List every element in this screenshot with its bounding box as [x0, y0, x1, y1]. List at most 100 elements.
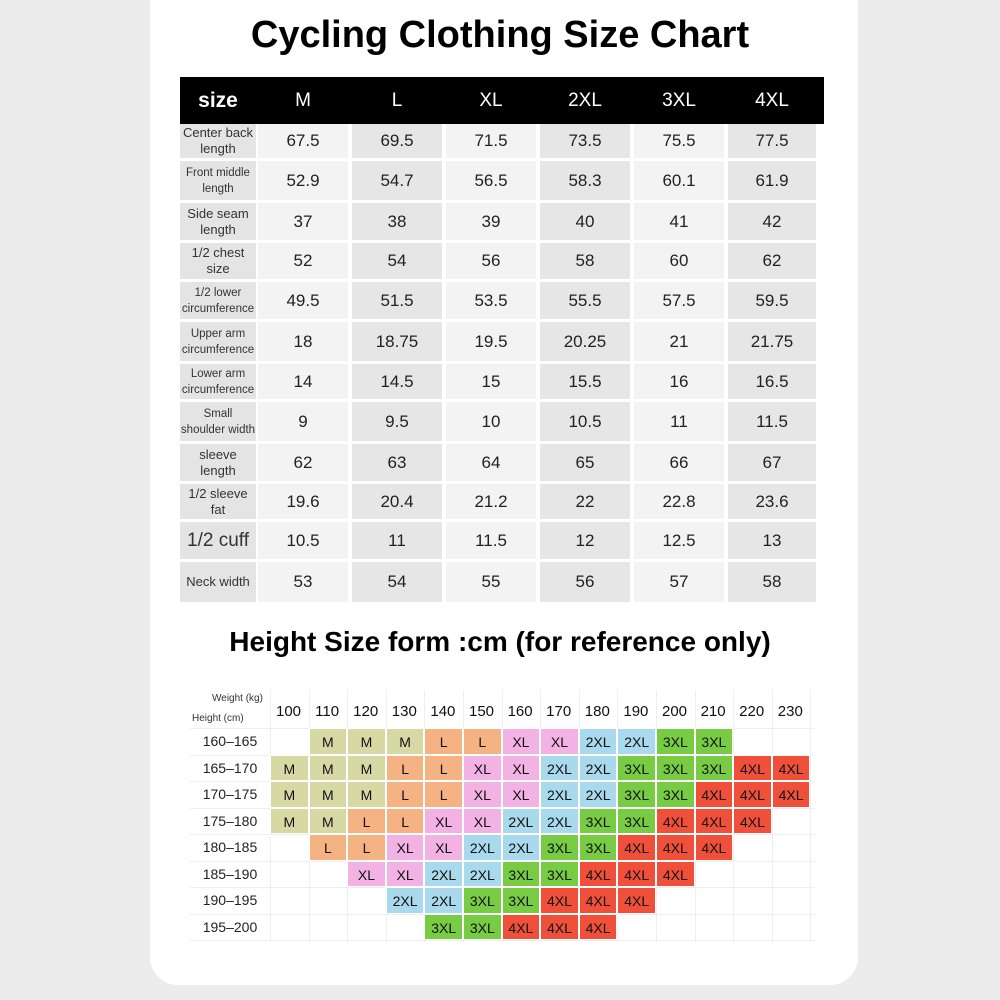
weight-header: 130 [391, 703, 417, 720]
size-value-cell: 65 [540, 444, 630, 481]
size-recommendation-cell: M [347, 728, 386, 755]
weight-header: 210 [700, 703, 726, 720]
size-recommendation-cell: 4XL [733, 807, 772, 834]
measurement-label: 1/2 lower circumference [180, 282, 256, 319]
size-value-cell: 39 [446, 203, 536, 240]
size-header-l: L [391, 90, 403, 111]
measurement-label: Neck width [180, 562, 256, 602]
size-value-cell: 66 [634, 444, 724, 481]
measurement-label: 1/2 chest size [180, 243, 256, 279]
size-recommendation-cell: XL [501, 728, 541, 755]
size-recommendation-cell: XL [501, 754, 541, 781]
size-recommendation-cell: M [270, 781, 309, 808]
size-value-cell: 15.5 [540, 364, 630, 399]
size-recommendation-cell: 3XL [463, 887, 502, 914]
size-value-cell: 14.5 [352, 364, 442, 399]
size-value-cell: 56 [540, 562, 630, 602]
size-header-3xl: 3XL [662, 90, 696, 111]
grid-line [810, 690, 812, 942]
size-recommendation-cell: 4XL [694, 807, 734, 834]
size-value-cell: 56.5 [446, 161, 536, 200]
height-axis-label: Height (cm) [192, 713, 244, 724]
size-recommendation-cell: M [385, 728, 425, 755]
size-recommendation-cell: 4XL [617, 860, 656, 887]
size-value-cell: 73.5 [540, 124, 630, 158]
size-value-cell: 9.5 [352, 402, 442, 441]
size-table-row: Side seam length 37 38 39 40 41 42 [180, 203, 824, 243]
size-recommendation-cell: XL [424, 834, 463, 861]
size-value-cell: 11.5 [728, 402, 816, 441]
size-recommendation-cell: 4XL [656, 860, 695, 887]
size-value-cell: 54.7 [352, 161, 442, 200]
size-chart-title: Cycling Clothing Size Chart [250, 14, 750, 56]
size-header-2xl: 2XL [568, 90, 602, 111]
size-value-cell: 59.5 [728, 282, 816, 319]
weight-header: 140 [430, 703, 456, 720]
size-value-cell: 69.5 [352, 124, 442, 158]
size-recommendation-cell: 2XL [501, 807, 541, 834]
size-value-cell: 75.5 [634, 124, 724, 158]
size-recommendation-cell: M [308, 754, 348, 781]
size-value-cell: 40 [540, 203, 630, 240]
size-recommendation-cell: 2XL [463, 860, 502, 887]
size-recommendation-cell: 2XL [578, 781, 618, 808]
size-value-cell: 57.5 [634, 282, 724, 319]
size-value-cell: 22 [540, 484, 630, 519]
size-recommendation-cell: L [463, 728, 502, 755]
size-value-cell: 58.3 [540, 161, 630, 200]
size-table-row: 1/2 cuff 10.5 11 11.5 12 12.5 13 [180, 522, 824, 562]
size-recommendation-cell: XL [347, 860, 386, 887]
size-value-cell: 58 [540, 243, 630, 279]
size-header-4xl: 4XL [755, 90, 789, 111]
size-value-cell: 77.5 [728, 124, 816, 158]
size-header-xl: XL [479, 90, 503, 111]
height-row-label: 185–190 [202, 865, 258, 882]
size-recommendation-cell: 3XL [501, 887, 541, 914]
size-recommendation-cell: 4XL [578, 887, 618, 914]
size-value-cell: 14 [258, 364, 348, 399]
measurement-label: Front middle length [180, 161, 256, 200]
size-table-row: Front middle length 52.9 54.7 56.5 58.3 60.1 6… [180, 161, 824, 203]
size-recommendation-cell: XL [424, 807, 463, 834]
size-recommendation-cell: 3XL [617, 781, 656, 808]
size-recommendation-cell: M [270, 807, 309, 834]
size-table-row: 1/2 sleeve fat 19.6 20.4 21.2 22 22.8 23.6 [180, 484, 824, 522]
size-table-row: 1/2 lower circumference 49.5 51.5 53.5 55.5 5… [180, 282, 824, 322]
size-recommendation-cell: 4XL [540, 913, 579, 940]
size-recommendation-cell: 3XL [578, 834, 618, 861]
size-value-cell: 71.5 [446, 124, 536, 158]
size-table-row: 1/2 chest size 52 54 56 58 60 62 [180, 243, 824, 282]
size-value-cell: 56 [446, 243, 536, 279]
size-header-m: M [295, 90, 311, 111]
size-recommendation-cell: XL [463, 781, 502, 808]
size-value-cell: 11 [634, 402, 724, 441]
size-recommendation-cell: 2XL [540, 781, 579, 808]
size-recommendation-cell: 4XL [694, 834, 734, 861]
size-recommendation-cell: L [424, 781, 463, 808]
size-value-cell: 60.1 [634, 161, 724, 200]
size-recommendation-cell: XL [385, 860, 425, 887]
size-recommendation-cell: 3XL [424, 913, 463, 940]
size-table-row: Lower arm circumference 14 14.5 15 15.5 16 16.… [180, 364, 824, 402]
weight-header: 150 [468, 703, 495, 720]
size-value-cell: 49.5 [258, 282, 348, 319]
size-value-cell: 38 [352, 203, 442, 240]
height-row-label: 170–175 [202, 786, 258, 802]
weight-header: 200 [661, 703, 688, 720]
size-value-cell: 21.2 [446, 484, 536, 519]
size-recommendation-cell: 3XL [656, 781, 695, 808]
size-recommendation-cell: XL [501, 781, 541, 808]
height-row-label: 160–165 [202, 733, 258, 749]
size-value-cell: 64 [446, 444, 536, 481]
size-recommendation-cell: M [308, 807, 348, 834]
size-recommendation-cell: 3XL [694, 728, 734, 755]
size-recommendation-cell: 3XL [463, 913, 502, 940]
size-recommendation-cell: M [308, 728, 348, 755]
size-value-cell: 10 [446, 402, 536, 441]
size-value-cell: 11 [352, 522, 442, 559]
size-table-row: Neck width 53 54 55 56 57 58 [180, 562, 824, 605]
size-value-cell: 54 [352, 562, 442, 602]
size-recommendation-cell: L [424, 728, 463, 755]
size-recommendation-cell: 4XL [501, 913, 541, 940]
weight-header: 120 [353, 703, 379, 720]
